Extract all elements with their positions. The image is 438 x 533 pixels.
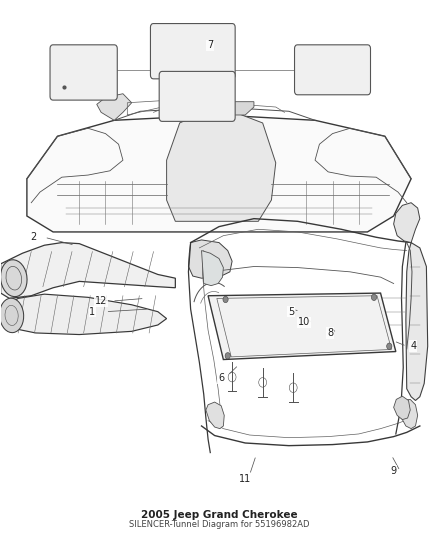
Circle shape bbox=[223, 296, 228, 303]
FancyBboxPatch shape bbox=[294, 45, 371, 95]
Polygon shape bbox=[1, 243, 175, 298]
Polygon shape bbox=[1, 294, 166, 335]
Text: 1: 1 bbox=[89, 306, 95, 317]
Polygon shape bbox=[406, 243, 427, 400]
FancyBboxPatch shape bbox=[159, 71, 235, 122]
FancyBboxPatch shape bbox=[150, 23, 235, 79]
Text: 6: 6 bbox=[218, 373, 224, 383]
Polygon shape bbox=[201, 251, 223, 286]
Ellipse shape bbox=[0, 260, 27, 297]
Text: 11: 11 bbox=[239, 474, 251, 484]
Polygon shape bbox=[208, 293, 396, 360]
Circle shape bbox=[225, 353, 230, 359]
Text: 7: 7 bbox=[207, 41, 213, 50]
Polygon shape bbox=[27, 115, 411, 232]
Text: 9: 9 bbox=[391, 466, 397, 476]
Polygon shape bbox=[398, 399, 418, 429]
Text: 2005 Jeep Grand Cherokee: 2005 Jeep Grand Cherokee bbox=[141, 510, 297, 520]
Text: 8: 8 bbox=[327, 328, 333, 338]
Polygon shape bbox=[184, 102, 254, 115]
Circle shape bbox=[371, 294, 377, 301]
Polygon shape bbox=[394, 396, 410, 419]
Polygon shape bbox=[206, 402, 224, 429]
Ellipse shape bbox=[0, 298, 24, 333]
Polygon shape bbox=[188, 240, 232, 278]
Circle shape bbox=[387, 343, 392, 350]
Text: 2: 2 bbox=[30, 232, 36, 243]
Text: 5: 5 bbox=[288, 306, 294, 317]
FancyBboxPatch shape bbox=[50, 45, 117, 100]
Text: 12: 12 bbox=[95, 296, 107, 306]
Polygon shape bbox=[166, 111, 276, 221]
Text: SILENCER-Tunnel Diagram for 55196982AD: SILENCER-Tunnel Diagram for 55196982AD bbox=[129, 520, 309, 529]
Text: 4: 4 bbox=[410, 341, 417, 351]
Polygon shape bbox=[97, 94, 132, 120]
Text: 10: 10 bbox=[298, 317, 310, 327]
Polygon shape bbox=[394, 203, 420, 243]
